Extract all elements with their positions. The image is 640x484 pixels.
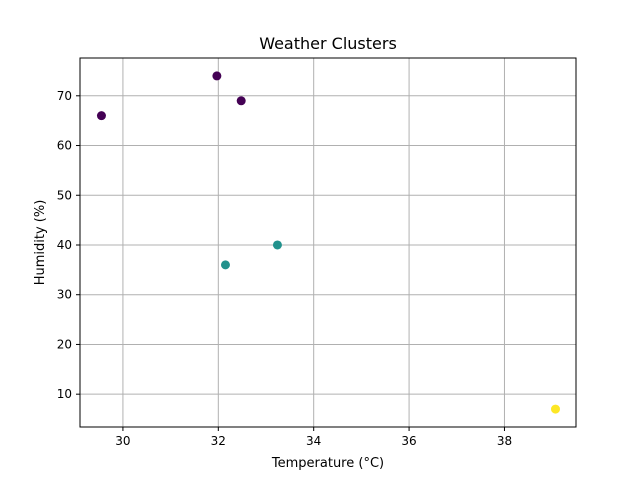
scatter-point (236, 96, 246, 106)
y-axis-label: Humidity (%) (33, 200, 48, 286)
scatter-point (272, 240, 282, 250)
x-tick-label: 36 (401, 434, 416, 448)
points-layer (96, 71, 560, 414)
y-tick-label: 40 (57, 238, 72, 252)
grid-layer (80, 58, 576, 427)
x-axis-label: Temperature (°C) (271, 456, 384, 471)
y-tick-label: 20 (57, 337, 72, 351)
x-tick-label: 32 (211, 434, 226, 448)
scatter-point (220, 260, 230, 270)
x-tick-label: 34 (306, 434, 321, 448)
ticks-layer: 30 32 34 36 38 10 20 30 40 50 60 70 (57, 89, 512, 448)
scatter-point (96, 111, 106, 121)
scatter-point (212, 71, 222, 81)
plot-frame (79, 57, 577, 428)
chart-title: Weather Clusters (259, 34, 397, 53)
y-tick-label: 60 (57, 139, 72, 153)
x-tick-label: 30 (115, 434, 130, 448)
scatter-point (550, 404, 560, 414)
x-tick-label: 38 (497, 434, 512, 448)
y-tick-label: 70 (57, 89, 72, 103)
y-tick-label: 50 (57, 188, 72, 202)
y-tick-label: 10 (57, 387, 72, 401)
y-tick-label: 30 (57, 288, 72, 302)
